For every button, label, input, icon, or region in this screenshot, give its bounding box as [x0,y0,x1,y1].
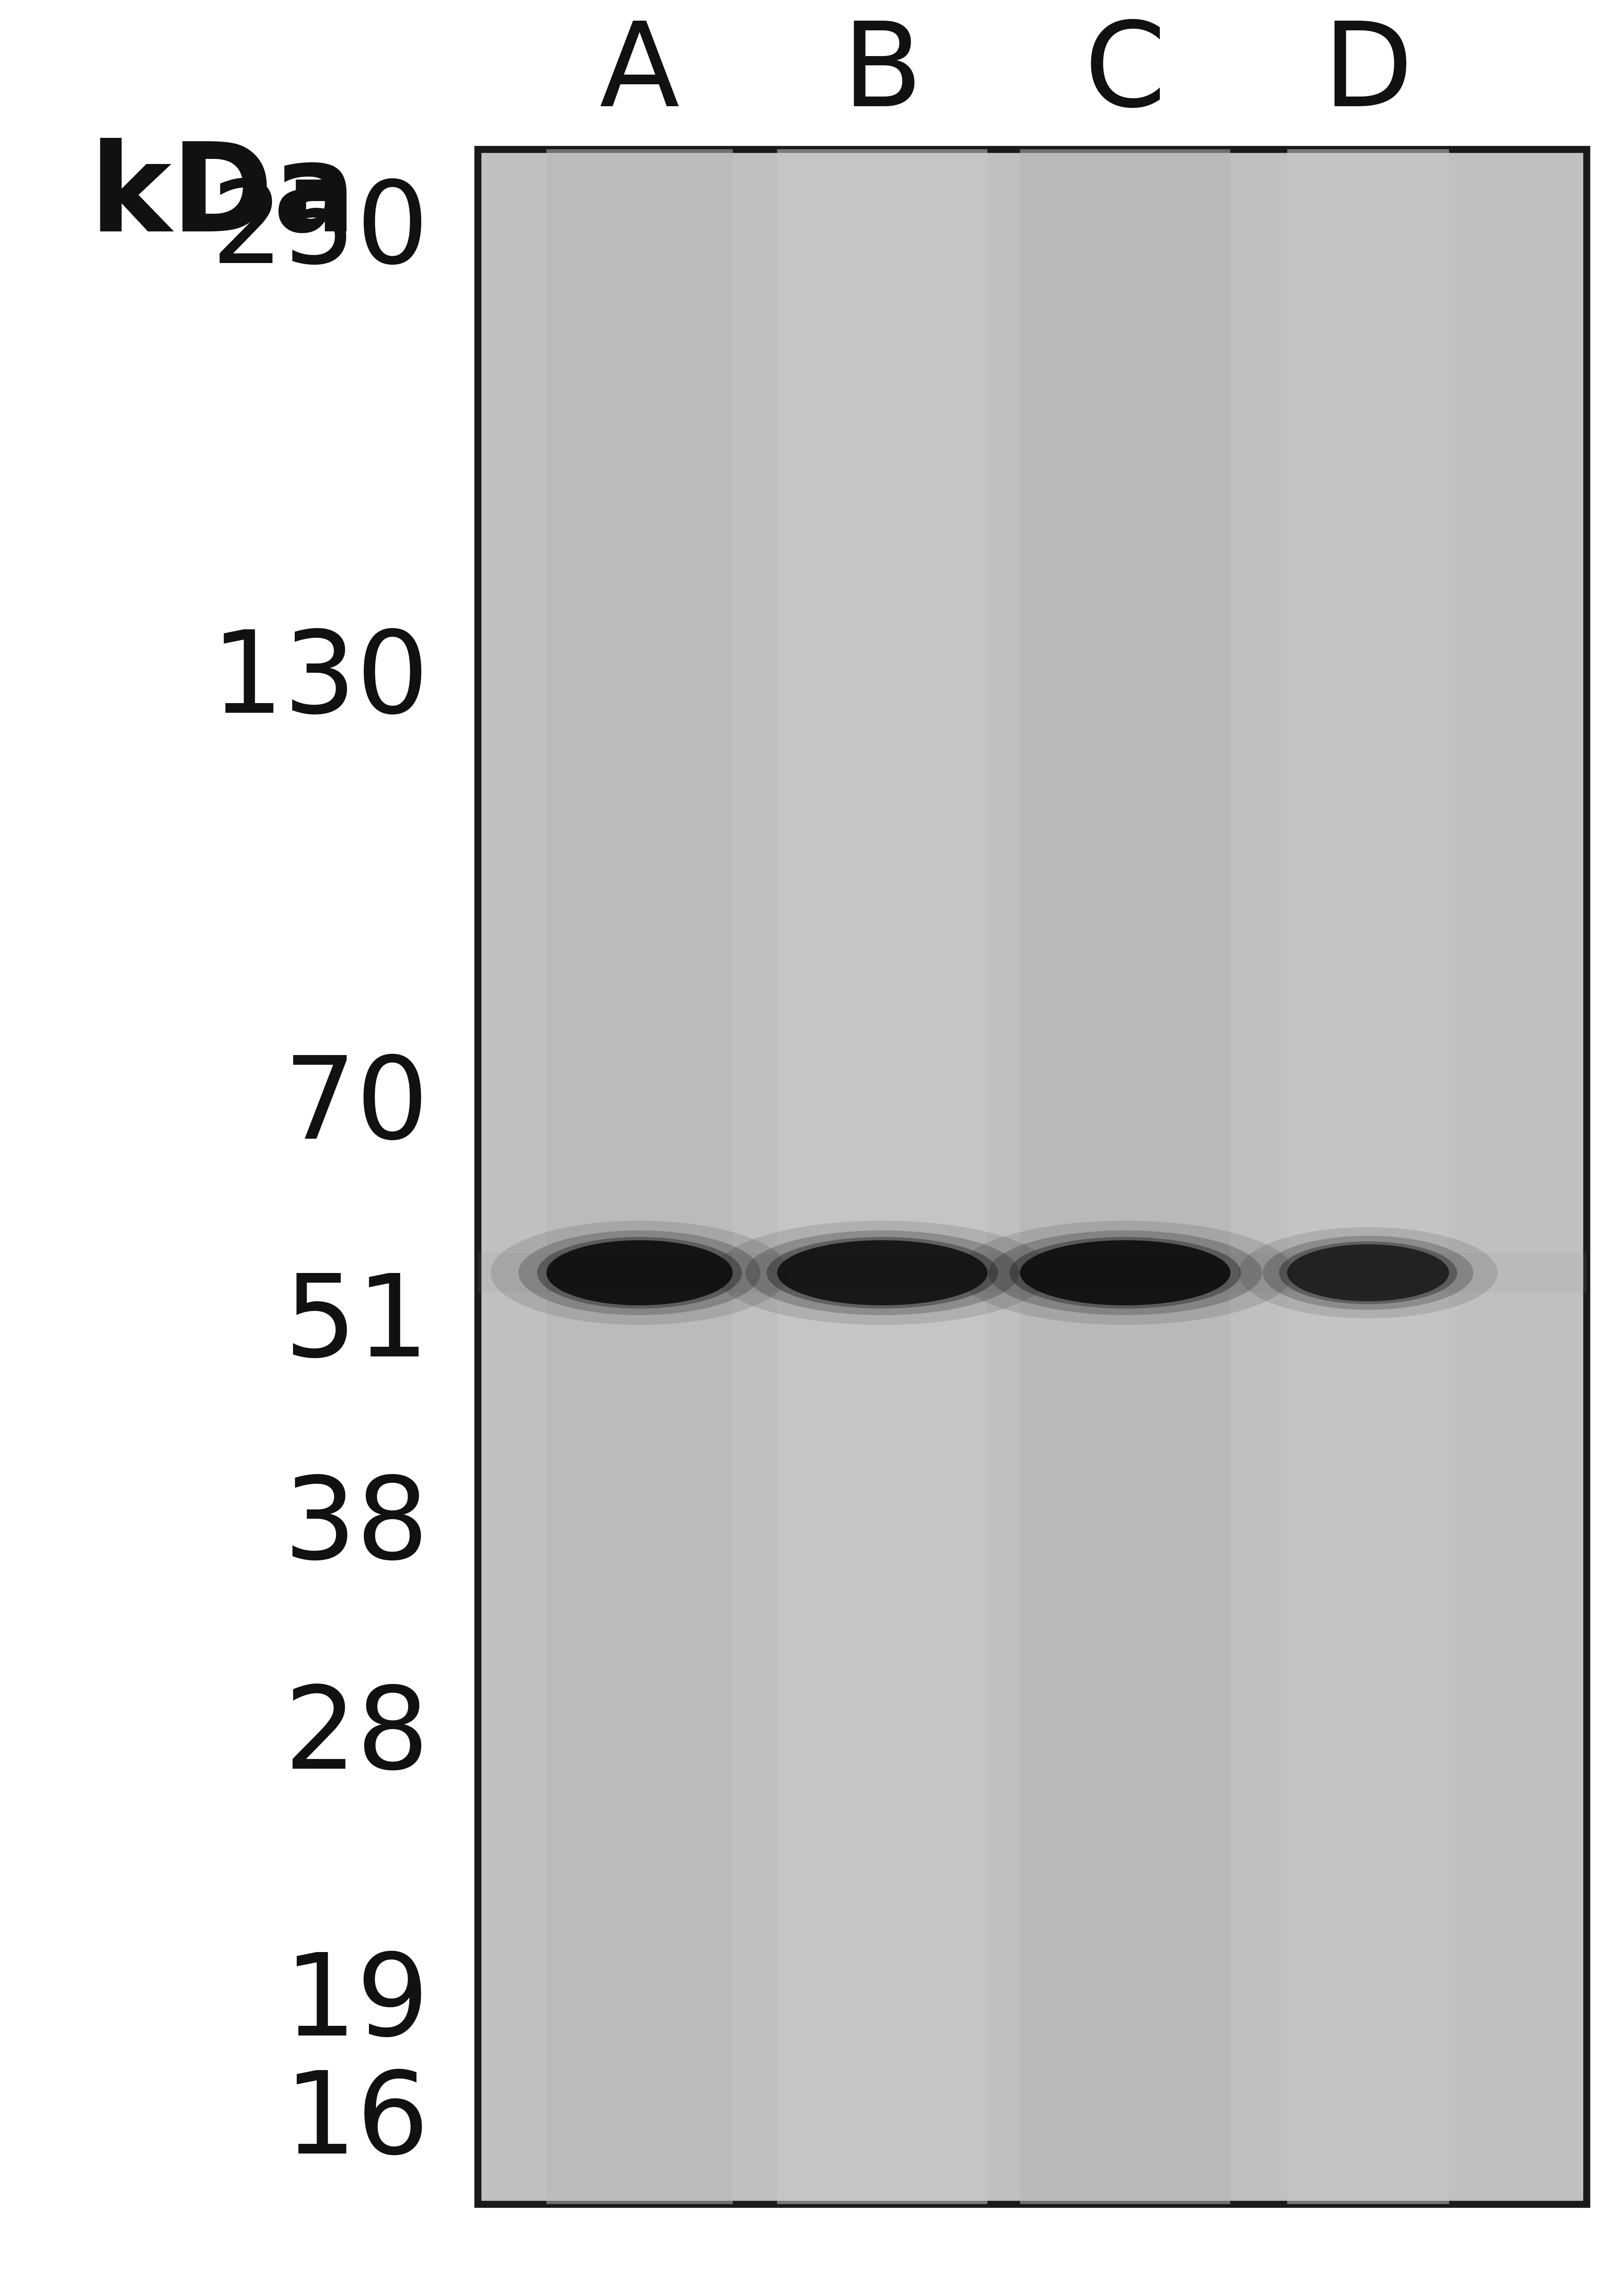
Ellipse shape [1279,1242,1457,1304]
Ellipse shape [1020,1240,1230,1306]
Ellipse shape [491,1221,788,1325]
Ellipse shape [1263,1235,1473,1309]
Text: 130: 130 [210,627,429,737]
Text: 16: 16 [283,2066,429,2177]
Ellipse shape [777,1240,988,1306]
Bar [478,149,1587,2204]
Text: 19: 19 [283,1949,429,2060]
Ellipse shape [1010,1238,1242,1309]
Text: 28: 28 [283,1683,429,1793]
Ellipse shape [538,1238,742,1309]
Text: C: C [1085,16,1166,131]
Ellipse shape [745,1231,1020,1316]
Text: D: D [1323,16,1413,131]
Text: 70: 70 [283,1052,429,1162]
Ellipse shape [767,1238,997,1309]
Ellipse shape [1239,1226,1498,1318]
Ellipse shape [1287,1244,1449,1302]
Bar [1287,149,1449,2204]
Ellipse shape [547,1240,732,1306]
Ellipse shape [714,1221,1051,1325]
Ellipse shape [988,1231,1263,1316]
Text: 51: 51 [283,1270,429,1380]
Text: 250: 250 [210,177,429,287]
Text: kDa: kDa [89,138,356,257]
Bar [777,149,988,2204]
Ellipse shape [957,1221,1294,1325]
Bar [547,149,732,2204]
Ellipse shape [518,1231,761,1316]
Text: A: A [599,16,680,131]
Bar [1020,149,1230,2204]
Bar [478,1254,1587,1293]
Text: 38: 38 [283,1472,429,1582]
Text: B: B [842,16,923,131]
